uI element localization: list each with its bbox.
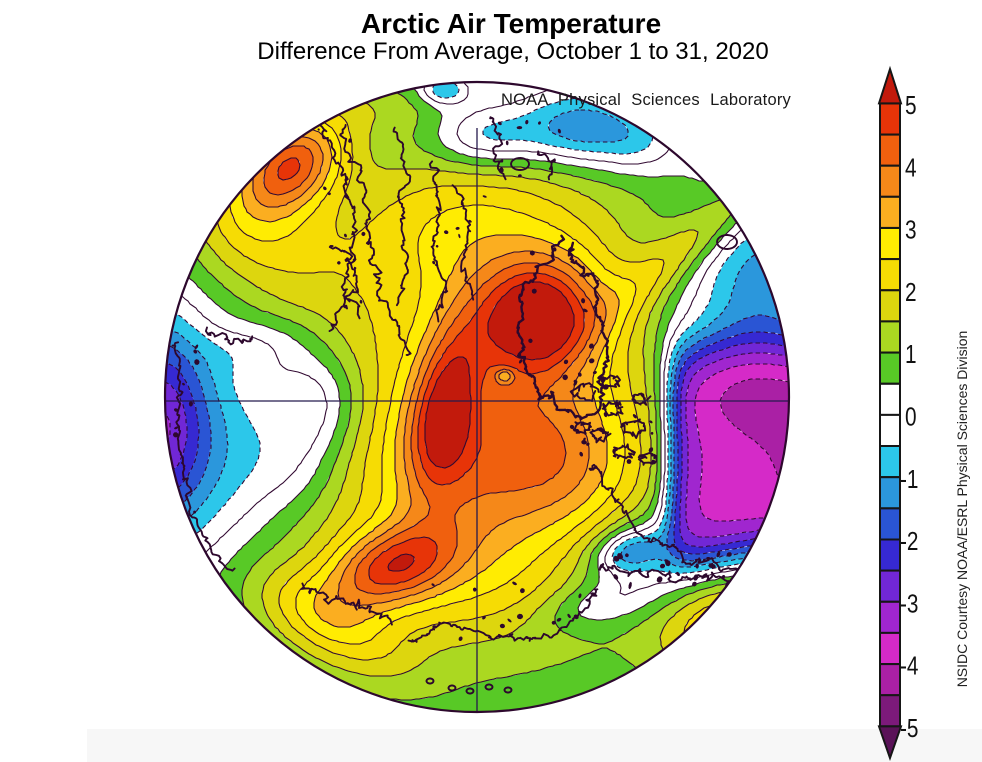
svg-text:2: 2 — [905, 278, 917, 307]
svg-text:0: 0 — [905, 402, 917, 431]
svg-text:-4: -4 — [900, 652, 918, 681]
svg-text:-3: -3 — [900, 589, 918, 618]
svg-text:-5: -5 — [900, 714, 918, 743]
svg-text:4: 4 — [905, 153, 917, 182]
svg-text:-2: -2 — [900, 527, 918, 556]
svg-text:-1: -1 — [900, 465, 918, 494]
svg-text:1: 1 — [905, 340, 917, 369]
svg-text:5: 5 — [905, 91, 917, 120]
svg-text:3: 3 — [905, 215, 917, 244]
